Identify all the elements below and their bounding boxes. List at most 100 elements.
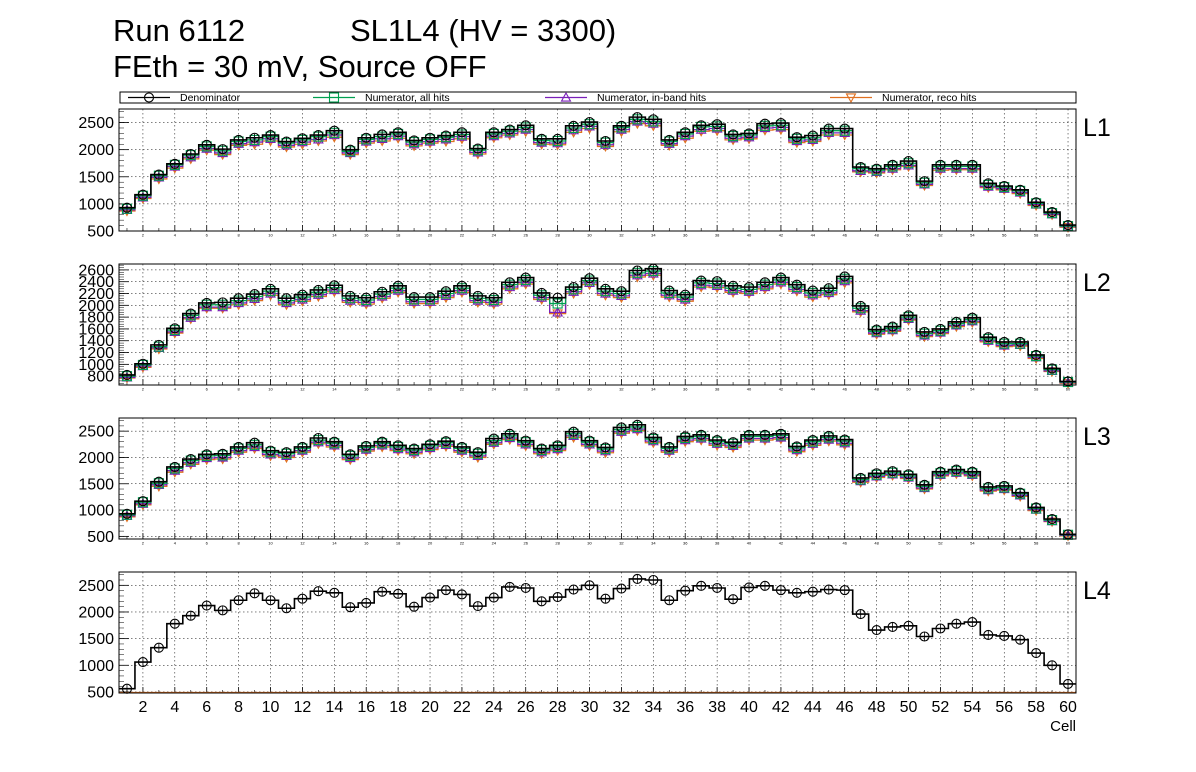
x-tick-label: 24 [492, 541, 497, 546]
x-tick-label: 42 [772, 699, 790, 716]
data-point [935, 159, 946, 170]
data-point [409, 443, 420, 454]
data-point [648, 432, 659, 443]
x-tick-label: 54 [963, 699, 981, 716]
data-point [281, 447, 292, 458]
y-tick-label: 500 [87, 684, 114, 701]
chamber-title: SL1L4 (HV = 3300) [350, 13, 617, 48]
x-tick-label: 4 [174, 541, 177, 546]
data-point [297, 133, 308, 144]
data-point [121, 369, 133, 381]
data-point [345, 602, 356, 613]
data-point [249, 132, 260, 143]
data-point [488, 130, 500, 141]
data-point [1031, 349, 1042, 360]
data-point [392, 130, 404, 141]
data-point [504, 277, 515, 288]
x-tick-label: 34 [651, 233, 656, 238]
x-tick-label: 40 [747, 387, 752, 392]
plot-frame [118, 108, 1077, 232]
data-point [887, 159, 898, 170]
x-tick-label: 40 [747, 541, 752, 546]
data-point [552, 440, 563, 451]
data-point [456, 589, 467, 600]
data-point [472, 447, 483, 458]
y-tick-label: 2500 [78, 424, 114, 441]
x-tick-label: 50 [906, 233, 911, 238]
data-point [233, 441, 244, 452]
data-point [424, 135, 436, 146]
data-point [297, 289, 308, 300]
data-point [409, 601, 420, 612]
data-point [982, 180, 994, 191]
panel-label: L1 [1083, 114, 1111, 142]
x-tick-label: 20 [421, 699, 439, 716]
data-point [265, 283, 276, 294]
x-tick-label: 4 [170, 699, 179, 716]
data-point [169, 461, 180, 472]
data-point [201, 600, 212, 611]
data-point [185, 151, 197, 162]
x-tick-label: 58 [1027, 699, 1045, 716]
data-point [998, 483, 1010, 494]
x-axis-label: Cell [1050, 718, 1076, 735]
x-tick-label: 56 [995, 699, 1013, 716]
x-tick-label: 52 [932, 699, 950, 716]
data-point [552, 133, 563, 144]
data-point [249, 588, 260, 599]
y-tick-label: 1000 [78, 503, 114, 520]
data-point [807, 435, 818, 446]
data-point [966, 469, 978, 479]
x-tick-label: 42 [779, 387, 784, 392]
x-tick-label: 10 [268, 387, 273, 392]
x-tick-label: 50 [900, 699, 918, 716]
data-point [296, 136, 308, 147]
data-point [999, 336, 1010, 347]
plot-frame [118, 571, 1077, 694]
y-tick-label: 1000 [78, 658, 114, 675]
data-point [903, 471, 914, 482]
x-tick-label: 10 [268, 541, 273, 546]
x-tick-label: 42 [779, 233, 784, 238]
data-point [728, 594, 739, 605]
data-point [456, 127, 467, 138]
data-point [1062, 678, 1074, 689]
x-tick-label: 48 [874, 541, 879, 546]
x-tick-label: 44 [804, 699, 822, 716]
x-tick-label: 18 [396, 387, 401, 392]
data-point [743, 432, 755, 443]
data-point [424, 132, 436, 143]
data-point [1014, 186, 1026, 197]
data-point [696, 275, 707, 286]
data-point [615, 123, 627, 134]
data-point [712, 435, 723, 446]
series-denominator [119, 263, 1076, 387]
x-tick-label: 18 [396, 233, 401, 238]
data-point [393, 127, 404, 138]
data-point [616, 120, 627, 131]
data-point [967, 466, 978, 477]
y-tick-label: 2000 [78, 142, 114, 159]
data-point [679, 434, 691, 445]
data-point [313, 432, 324, 444]
data-point [153, 642, 164, 653]
data-point [999, 480, 1010, 491]
data-point [743, 281, 755, 293]
data-point [329, 280, 340, 291]
x-tick-label: 36 [683, 387, 688, 392]
data-point [728, 280, 739, 291]
data-point [855, 475, 867, 486]
x-tick-label: 36 [683, 233, 688, 238]
data-point [360, 443, 372, 454]
data-point [201, 142, 213, 153]
data-point [791, 135, 803, 146]
data-point [1047, 513, 1058, 525]
legend-label: Numerator, reco hits [882, 92, 977, 104]
data-point [584, 435, 595, 446]
data-point [680, 127, 691, 138]
data-point [1014, 489, 1026, 500]
data-point [376, 439, 388, 450]
x-tick-label: 12 [300, 233, 305, 238]
data-point [377, 586, 388, 597]
panel-label: L4 [1083, 577, 1111, 605]
